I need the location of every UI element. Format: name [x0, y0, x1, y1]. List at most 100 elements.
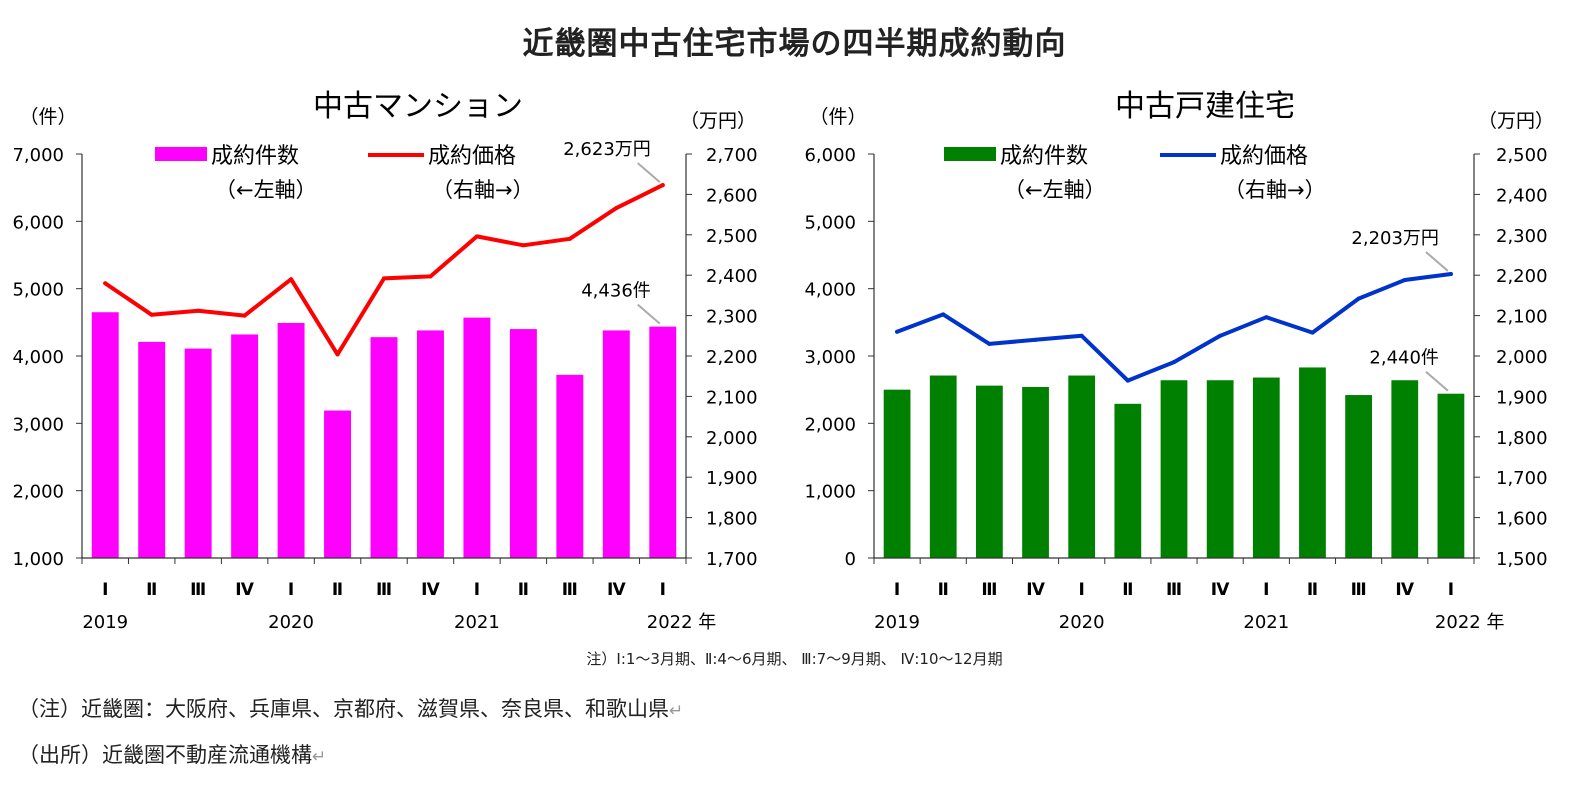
mansion-right-tick-label: 1,700: [706, 549, 758, 570]
mansion-price-point: [196, 308, 201, 313]
mansion-price-point: [614, 206, 619, 211]
house-bar: [1114, 403, 1142, 558]
house-x-tick-label: Ⅲ: [981, 580, 997, 600]
mansion-price-callout: 2,623万円: [563, 139, 651, 160]
house-legend-bar-sub: （←左軸）: [1004, 178, 1106, 202]
mansion-left-tick-label: 7,000: [12, 145, 64, 166]
mansion-x-tick-label: Ⅰ: [102, 580, 108, 600]
main-title: 近畿圏中古住宅市場の四半期成約動向: [522, 26, 1067, 62]
house-x-tick-label: Ⅰ: [1263, 580, 1269, 600]
mansion-left-tick-label: 4,000: [12, 347, 64, 368]
mansion-bar: [324, 410, 352, 558]
mansion-x-tick-label: Ⅲ: [562, 580, 578, 600]
mansion-right-tick-label: 2,700: [706, 145, 758, 166]
mansion-right-unit: （万円）: [680, 110, 756, 132]
mansion-price-point: [103, 281, 108, 286]
quarter-footnote: 注）Ⅰ:1～3月期、Ⅱ:4～6月期、 Ⅲ:7～9月期、 Ⅳ:10～12月期: [586, 650, 1003, 668]
mansion-price-point: [335, 352, 340, 357]
mansion-x-tick-label: Ⅰ: [474, 580, 480, 600]
house-price-point: [1356, 296, 1361, 301]
house-year-label: 2019: [874, 612, 920, 633]
mansion-x-tick-label: Ⅳ: [421, 580, 440, 600]
mansion-bar: [649, 326, 677, 558]
mansion-bar: [370, 337, 398, 558]
mansion-left-tick-label: 3,000: [12, 414, 64, 435]
mansion-price-callout-leader: [637, 162, 661, 183]
house-right-tick-label: 2,000: [1496, 347, 1548, 368]
mansion-x-tick-label: Ⅳ: [607, 580, 626, 600]
house-x-tick-label: Ⅱ: [1307, 580, 1318, 600]
house-year-label: 2020: [1059, 612, 1105, 633]
mansion-right-tick-label: 1,900: [706, 468, 758, 489]
house-legend-bar-name: 成約件数: [1000, 144, 1088, 169]
house-price-point: [1033, 337, 1038, 342]
mansion-x-tick-label: Ⅱ: [332, 580, 343, 600]
mansion-bar: [602, 330, 630, 558]
note-source-text: （出所）近畿圏不動産流通機構: [18, 743, 312, 767]
mansion-right-tick-label: 1,800: [706, 509, 758, 530]
mansion-x-tick-label: Ⅰ: [660, 580, 666, 600]
house-bar: [1206, 380, 1234, 558]
mansion-legend-bar-swatch: [155, 147, 207, 161]
mansion-bar: [277, 323, 305, 558]
mansion-right-tick-label: 2,200: [706, 347, 758, 368]
mansion-legend-line-sub: （右軸→）: [432, 178, 534, 202]
house-price-callout-leader: [1425, 251, 1449, 272]
house-year-label: 2022 年: [1435, 612, 1505, 633]
house-right-tick-label: 2,100: [1496, 307, 1548, 328]
mansion-legend-bar-sub: （←左軸）: [215, 178, 317, 202]
mansion-right-tick-label: 2,300: [706, 307, 758, 328]
house-bar: [929, 375, 957, 558]
mansion-x-tick-label: Ⅳ: [235, 580, 254, 600]
house-price-point: [1402, 278, 1407, 283]
house-chart-title: 中古戸建住宅: [1115, 89, 1295, 124]
mansion-x-tick-label: Ⅱ: [518, 580, 529, 600]
mansion-price-point: [474, 234, 479, 239]
mansion-left-tick-label: 2,000: [12, 482, 64, 503]
house-bar: [1345, 395, 1372, 558]
house-left-tick-label: 1,000: [804, 482, 856, 503]
house-left-tick-label: 3,000: [804, 347, 856, 368]
mansion-right-tick-label: 2,500: [706, 226, 758, 247]
house-bar: [976, 385, 1003, 558]
mansion-price-point: [521, 243, 526, 248]
house-legend-line-name: 成約価格: [1220, 144, 1308, 169]
house-price-point: [987, 341, 992, 346]
house-count-callout: 2,440件: [1369, 348, 1439, 369]
mansion-year-label: 2019: [82, 612, 128, 633]
return-mark-icon: ↵: [312, 747, 327, 767]
mansion-count-callout-leader: [637, 303, 661, 325]
house-right-tick-label: 1,700: [1496, 468, 1548, 489]
house-right-tick-label: 2,300: [1496, 226, 1548, 247]
mansion-bar: [138, 341, 166, 558]
mansion-year-label: 2021: [454, 612, 500, 633]
mansion-price-point: [242, 313, 247, 318]
house-right-tick-label: 1,900: [1496, 387, 1548, 408]
house-x-tick-label: Ⅰ: [1079, 580, 1085, 600]
house-right-tick-label: 2,500: [1496, 145, 1548, 166]
house-x-tick-label: Ⅳ: [1211, 580, 1230, 600]
house-bar: [1252, 377, 1280, 558]
house-count-callout-leader: [1425, 370, 1449, 392]
mansion-left-tick-label: 1,000: [12, 549, 64, 570]
mansion-left-tick-label: 6,000: [12, 212, 64, 233]
mansion-x-tick-label: Ⅰ: [288, 580, 294, 600]
mansion-price-point: [149, 312, 154, 317]
mansion-price-point: [289, 277, 294, 282]
mansion-right-tick-label: 2,100: [706, 387, 758, 408]
house-bar: [1437, 393, 1465, 558]
mansion-price-point: [660, 183, 665, 188]
house-right-tick-label: 2,400: [1496, 185, 1548, 206]
house-left-tick-label: 6,000: [804, 145, 856, 166]
note-region-text: （注）近畿圏：大阪府、兵庫県、京都府、滋賀県、奈良県、和歌山県: [18, 697, 669, 721]
mansion-right-tick-label: 2,000: [706, 428, 758, 449]
house-legend-bar-swatch: [944, 147, 996, 161]
mansion-bar: [556, 374, 584, 558]
house-bar: [883, 389, 911, 558]
note-source: （出所）近畿圏不動産流通機構↵: [18, 739, 326, 769]
mansion-year-label: 2020: [268, 612, 314, 633]
mansion-legend-bar-name: 成約件数: [211, 144, 299, 169]
mansion-x-tick-label: Ⅲ: [376, 580, 392, 600]
house-left-unit: （件）: [809, 106, 866, 128]
note-region: （注）近畿圏：大阪府、兵庫県、京都府、滋賀県、奈良県、和歌山県↵: [18, 693, 683, 723]
